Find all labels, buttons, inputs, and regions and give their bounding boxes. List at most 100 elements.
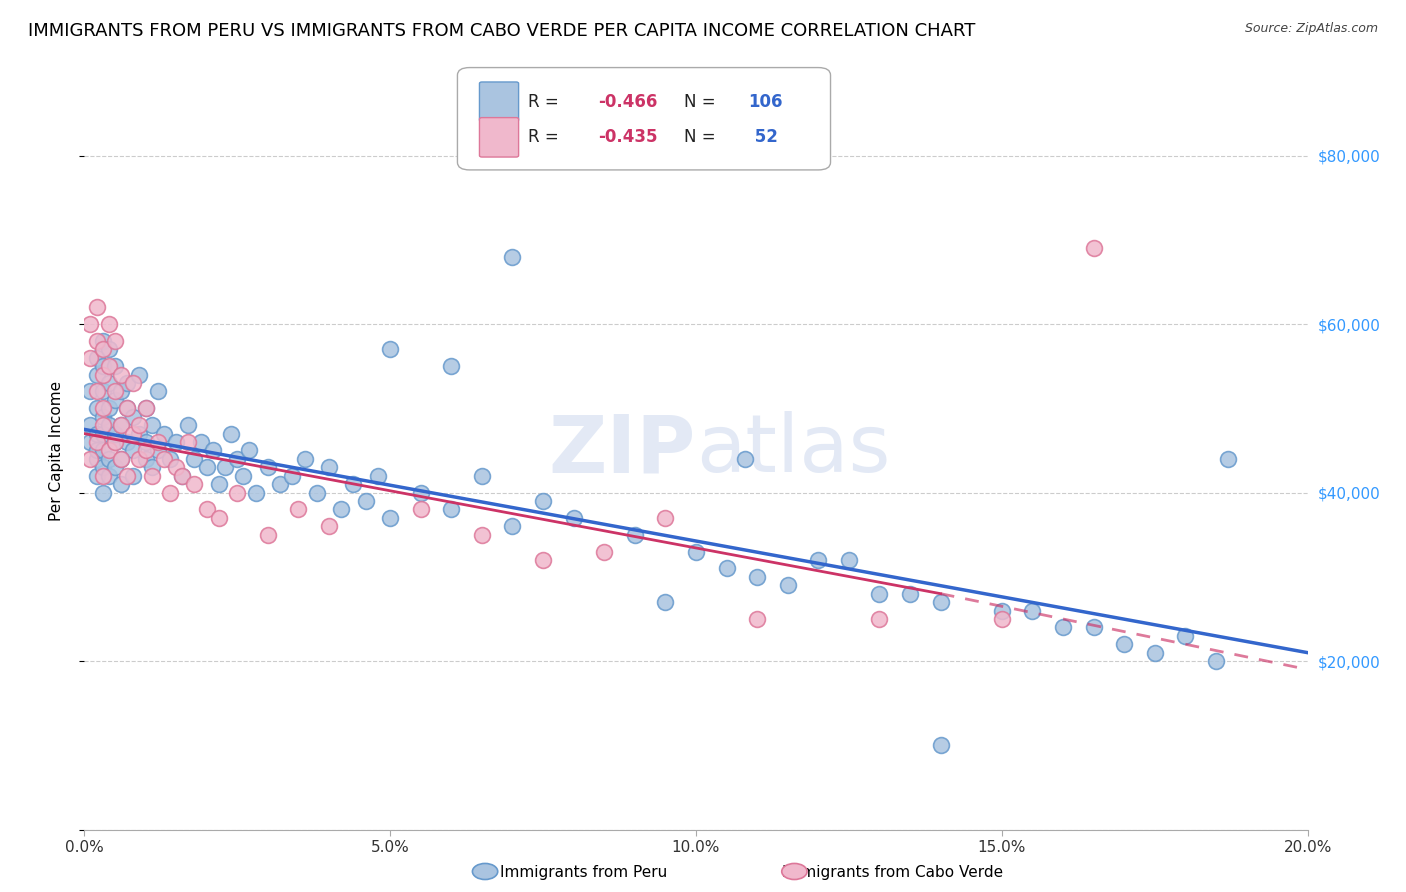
Point xyxy=(195,502,218,516)
Point xyxy=(807,553,830,567)
Point xyxy=(624,527,647,541)
Y-axis label: Per Capita Income: Per Capita Income xyxy=(49,380,63,521)
Point xyxy=(141,460,163,475)
Point xyxy=(531,553,554,567)
Point xyxy=(342,477,364,491)
Point xyxy=(115,468,138,483)
Point xyxy=(97,401,120,416)
Point xyxy=(97,418,120,433)
Point xyxy=(159,485,181,500)
Point xyxy=(91,334,114,348)
Point xyxy=(86,435,108,450)
Point xyxy=(86,334,108,348)
Point xyxy=(245,485,267,500)
Point xyxy=(79,451,101,466)
Point xyxy=(898,587,921,601)
Point xyxy=(177,418,200,433)
Point xyxy=(91,460,114,475)
Point xyxy=(232,468,254,483)
Point xyxy=(135,401,157,416)
FancyBboxPatch shape xyxy=(479,118,519,157)
Point xyxy=(146,384,169,399)
Point xyxy=(226,485,249,500)
Point xyxy=(159,451,181,466)
Point xyxy=(110,451,132,466)
Point xyxy=(1174,629,1197,643)
Point xyxy=(97,359,120,374)
Point xyxy=(380,511,402,525)
Point xyxy=(440,502,463,516)
Point xyxy=(128,368,150,382)
Point xyxy=(79,418,101,433)
Point xyxy=(122,376,145,390)
Point xyxy=(330,502,353,516)
Point xyxy=(991,603,1014,617)
Point xyxy=(91,485,114,500)
Point xyxy=(318,519,340,533)
Point xyxy=(141,418,163,433)
Text: ZIP: ZIP xyxy=(548,411,696,490)
Text: N =: N = xyxy=(683,93,721,111)
Point xyxy=(79,317,101,331)
Point xyxy=(122,468,145,483)
Point xyxy=(226,451,249,466)
Point xyxy=(153,426,176,441)
Text: R =: R = xyxy=(529,128,564,146)
Point xyxy=(471,527,494,541)
Point xyxy=(409,485,432,500)
Point xyxy=(776,578,799,592)
Point xyxy=(1083,620,1105,634)
Point xyxy=(146,435,169,450)
Point xyxy=(1216,451,1239,466)
Point xyxy=(562,511,585,525)
Point xyxy=(91,418,114,433)
Point xyxy=(91,443,114,458)
Point xyxy=(165,435,187,450)
Point xyxy=(128,426,150,441)
Point xyxy=(734,451,756,466)
Point xyxy=(86,300,108,314)
Point xyxy=(104,384,127,399)
Point xyxy=(141,468,163,483)
Point xyxy=(257,460,280,475)
Point xyxy=(991,612,1014,626)
Point xyxy=(104,359,127,374)
Point xyxy=(86,401,108,416)
Point xyxy=(380,343,402,357)
FancyBboxPatch shape xyxy=(457,68,831,170)
Text: Immigrants from Cabo Verde: Immigrants from Cabo Verde xyxy=(782,865,1004,880)
Point xyxy=(172,468,194,483)
Point xyxy=(128,418,150,433)
Point xyxy=(654,595,676,609)
Point xyxy=(110,418,132,433)
Point xyxy=(104,426,127,441)
Point xyxy=(86,384,108,399)
Point xyxy=(97,443,120,458)
Point xyxy=(86,468,108,483)
Point xyxy=(110,368,132,382)
Point xyxy=(716,561,738,575)
Text: Immigrants from Peru: Immigrants from Peru xyxy=(501,865,666,880)
Point xyxy=(153,451,176,466)
Point xyxy=(104,392,127,407)
Point xyxy=(208,511,231,525)
Point xyxy=(190,435,212,450)
Point xyxy=(177,435,200,450)
Point xyxy=(165,460,187,475)
Point xyxy=(91,343,114,357)
Point xyxy=(104,435,127,450)
FancyBboxPatch shape xyxy=(479,82,519,121)
Point xyxy=(91,468,114,483)
Point xyxy=(146,443,169,458)
Point xyxy=(318,460,340,475)
Point xyxy=(281,468,304,483)
Point xyxy=(208,477,231,491)
Point xyxy=(654,511,676,525)
Point xyxy=(97,468,120,483)
Point xyxy=(869,587,891,601)
Point xyxy=(122,443,145,458)
Point xyxy=(409,502,432,516)
Text: 106: 106 xyxy=(748,93,783,111)
Point xyxy=(110,451,132,466)
Point xyxy=(115,401,138,416)
